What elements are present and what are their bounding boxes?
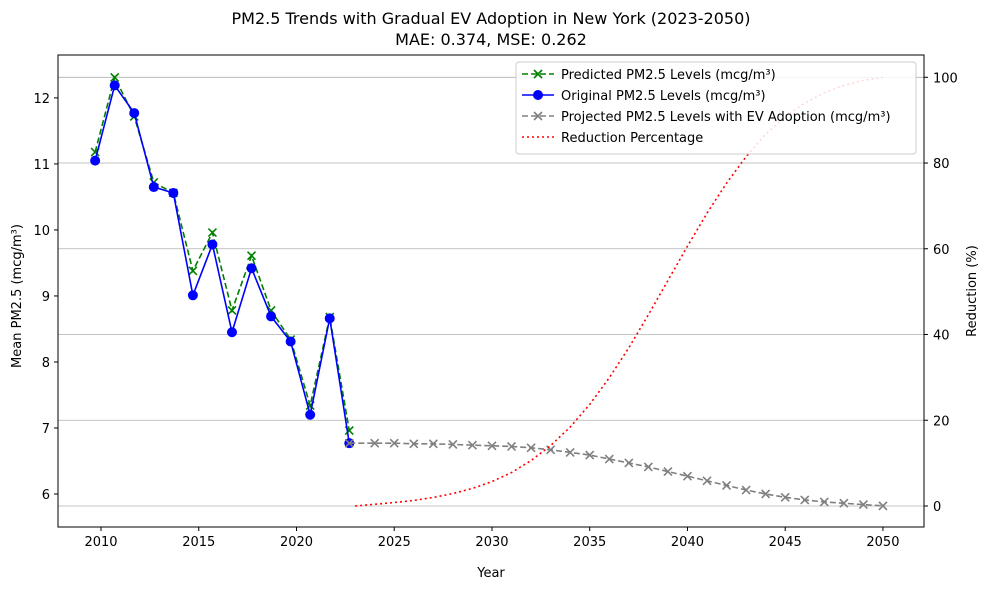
gridlines xyxy=(58,76,924,507)
data-point xyxy=(721,480,732,490)
data-point xyxy=(506,441,517,452)
data-point xyxy=(663,466,673,477)
legend-marker xyxy=(533,90,543,100)
y-tick-label: 9 xyxy=(42,290,50,305)
data-point xyxy=(780,492,790,502)
data-point xyxy=(800,495,810,505)
data-point xyxy=(207,239,218,250)
y-tick-label: 8 xyxy=(42,356,50,371)
legend: Predicted PM2.5 Levels (mcg/m³) Original … xyxy=(515,61,917,155)
chart-title: PM2.5 Trends with Gradual EV Adoption in… xyxy=(232,9,751,28)
data-point xyxy=(428,439,438,449)
series-line xyxy=(94,83,351,444)
data-point xyxy=(702,476,712,486)
y-right-tick-label: 60 xyxy=(933,243,950,258)
y-right-tick-label: 40 xyxy=(933,329,950,344)
data-point xyxy=(487,441,497,451)
axes: 2010 2015 2020 2025 2030 2035 2040 2045 20506789… xyxy=(33,54,958,550)
legend-marker xyxy=(533,69,543,79)
y-right-tick-label: 20 xyxy=(933,414,950,429)
data-point xyxy=(187,290,198,301)
data-point xyxy=(90,155,101,166)
x-tick-label: 2040 xyxy=(671,535,704,550)
chart-subtitle: MAE: 0.374, MSE: 0.262 xyxy=(395,30,587,49)
data-point xyxy=(839,498,849,508)
legend-item: Original PM2.5 Levels (mcg/m³) xyxy=(522,89,766,104)
data-point xyxy=(188,266,198,276)
y-tick-label: 6 xyxy=(42,488,50,503)
y-tick-label: 12 xyxy=(33,92,50,107)
data-point xyxy=(682,471,693,481)
data-point xyxy=(819,497,829,507)
x-tick-label: 2025 xyxy=(378,535,411,550)
data-point xyxy=(858,499,868,510)
data-point xyxy=(448,439,458,450)
y-axis-right-label: Reduction (%) xyxy=(965,245,980,337)
x-axis-label: Year xyxy=(476,566,505,581)
y-tick-label: 11 xyxy=(33,158,50,173)
data-point xyxy=(604,454,614,464)
x-tick-label: 2030 xyxy=(475,535,508,550)
legend-item: Reduction Percentage xyxy=(522,131,703,146)
series-3 xyxy=(344,438,888,511)
y-tick-label: 7 xyxy=(42,422,50,437)
legend-marker xyxy=(533,111,543,121)
legend-item: Projected PM2.5 Levels with EV Adoption … xyxy=(522,110,891,125)
series-2 xyxy=(90,80,355,449)
data-point xyxy=(168,187,179,198)
data-point xyxy=(285,336,296,347)
data-point xyxy=(624,458,634,468)
data-point xyxy=(878,501,888,511)
data-point xyxy=(266,311,277,322)
legend-item: Predicted PM2.5 Levels (mcg/m³) xyxy=(522,68,776,83)
series-1 xyxy=(90,72,354,436)
legend-box xyxy=(515,61,917,155)
y-right-tick-label: 100 xyxy=(933,71,958,86)
x-tick-label: 2050 xyxy=(866,535,899,550)
data-point xyxy=(207,228,217,238)
x-tick-label: 2015 xyxy=(182,535,215,550)
data-point xyxy=(246,251,257,261)
data-point xyxy=(324,313,335,324)
data-point xyxy=(246,263,257,274)
x-tick-label: 2010 xyxy=(84,535,117,550)
data-point xyxy=(110,72,120,83)
series-line xyxy=(349,442,884,507)
data-point xyxy=(741,485,751,495)
data-point xyxy=(305,409,316,420)
data-point xyxy=(467,440,477,450)
legend-label: Reduction Percentage xyxy=(561,131,703,146)
data-point xyxy=(565,447,575,457)
data-point xyxy=(761,489,771,499)
data-point xyxy=(227,305,237,316)
y-right-tick-label: 0 xyxy=(933,500,941,515)
data-point xyxy=(370,438,380,448)
data-point xyxy=(129,108,140,119)
x-tick-label: 2035 xyxy=(573,535,606,550)
y-axis-label: Mean PM2.5 (mcg/m³) xyxy=(10,224,25,368)
legend-label: Predicted PM2.5 Levels (mcg/m³) xyxy=(561,68,776,83)
data-point xyxy=(226,327,237,338)
y-right-tick-label: 80 xyxy=(933,157,950,172)
data-point xyxy=(526,443,536,453)
legend-label: Original PM2.5 Levels (mcg/m³) xyxy=(561,89,766,104)
x-tick-label: 2045 xyxy=(769,535,802,550)
legend-label: Projected PM2.5 Levels with EV Adoption … xyxy=(561,110,891,125)
y-tick-label: 10 xyxy=(33,224,50,239)
data-point xyxy=(389,438,399,448)
data-point xyxy=(585,450,595,460)
data-point xyxy=(409,439,419,449)
data-point xyxy=(148,182,159,193)
data-point xyxy=(643,462,653,472)
data-point xyxy=(109,80,120,91)
plot-frame xyxy=(57,54,925,528)
data-point xyxy=(344,438,354,448)
x-tick-label: 2020 xyxy=(280,535,313,550)
series-line xyxy=(94,75,351,431)
